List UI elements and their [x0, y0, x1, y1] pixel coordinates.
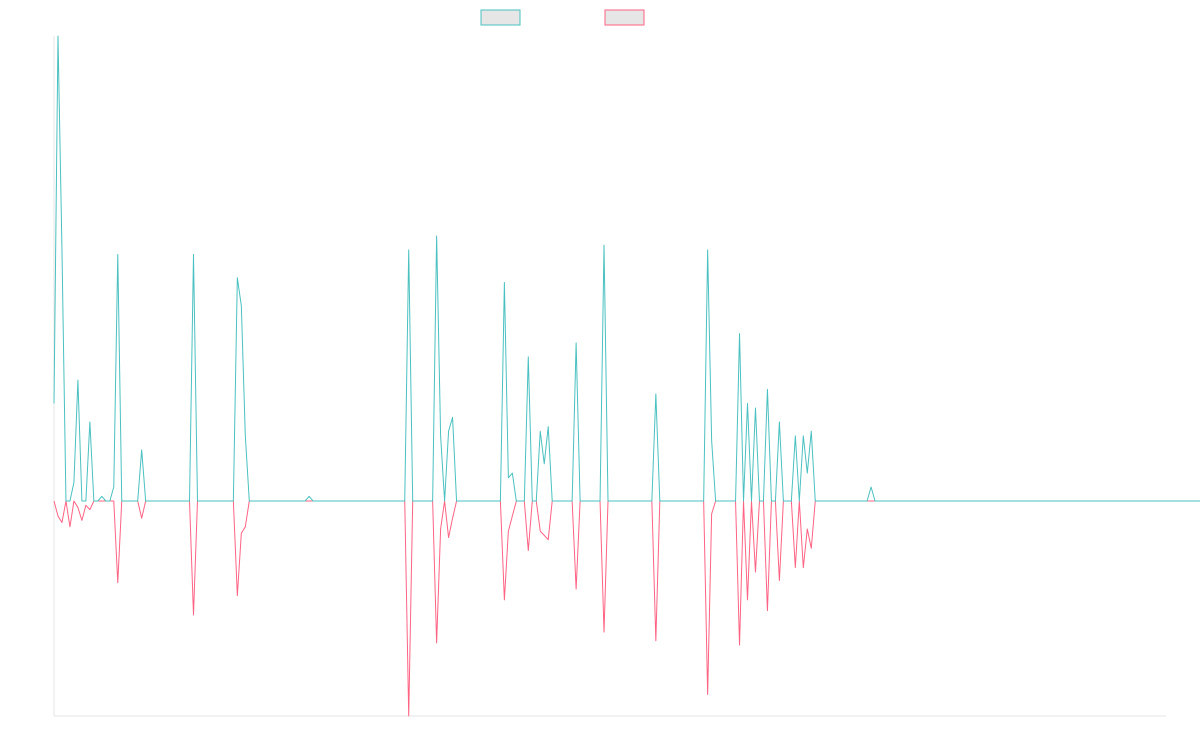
- legend-swatch-series-1[interactable]: [480, 9, 521, 26]
- legend[interactable]: [480, 9, 645, 26]
- legend-swatch-series-2[interactable]: [604, 9, 645, 26]
- series-2-line: [53, 500, 1200, 717]
- plot-area: [53, 35, 1200, 717]
- axes: [53, 36, 1166, 717]
- series-1-line: [53, 35, 1200, 502]
